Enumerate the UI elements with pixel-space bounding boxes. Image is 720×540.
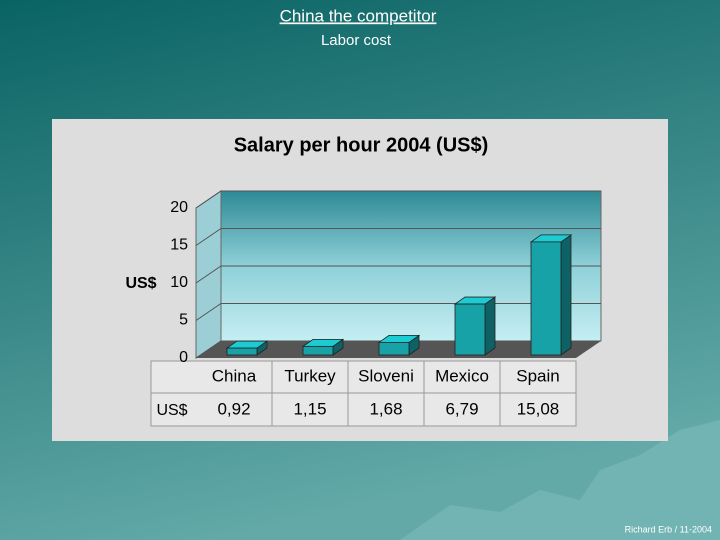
y-tick-label: 0 [179, 349, 188, 366]
category-label: China [212, 366, 257, 385]
grid-line [195, 228, 601, 246]
chart-title: Salary per hour 2004 (US$) [234, 134, 489, 156]
value-label: 6,79 [445, 399, 478, 418]
table [150, 360, 577, 427]
category-label: Spain [516, 366, 559, 385]
bar-side [484, 296, 496, 356]
y-axis-label: US$ [125, 275, 156, 292]
value-label: 15,08 [517, 399, 560, 418]
table-row-label: US$ [156, 402, 187, 419]
slide-title: China the competitor [280, 6, 437, 25]
decoration [400, 420, 720, 540]
y-tick-label: 20 [170, 199, 188, 216]
bar [378, 341, 410, 356]
category-label: Mexico [435, 366, 489, 385]
bar [530, 241, 562, 356]
category-label: Turkey [284, 366, 336, 385]
y-tick-label: 10 [170, 274, 188, 291]
y-tick-label: 5 [179, 312, 188, 329]
value-label: 0,92 [217, 399, 250, 418]
category-label: Sloveni [358, 366, 414, 385]
bar [302, 345, 334, 356]
grid-line [195, 190, 601, 209]
footer: Richard Erb / 11-2004 [625, 524, 712, 534]
bar [454, 303, 486, 356]
bar-side [560, 234, 572, 356]
slide-subtitle: Labor cost [321, 32, 392, 49]
value-label: 1,68 [369, 399, 402, 418]
y-tick-label: 15 [170, 237, 188, 254]
bar [226, 347, 258, 356]
grid-line [195, 265, 601, 284]
value-label: 1,15 [293, 399, 326, 418]
